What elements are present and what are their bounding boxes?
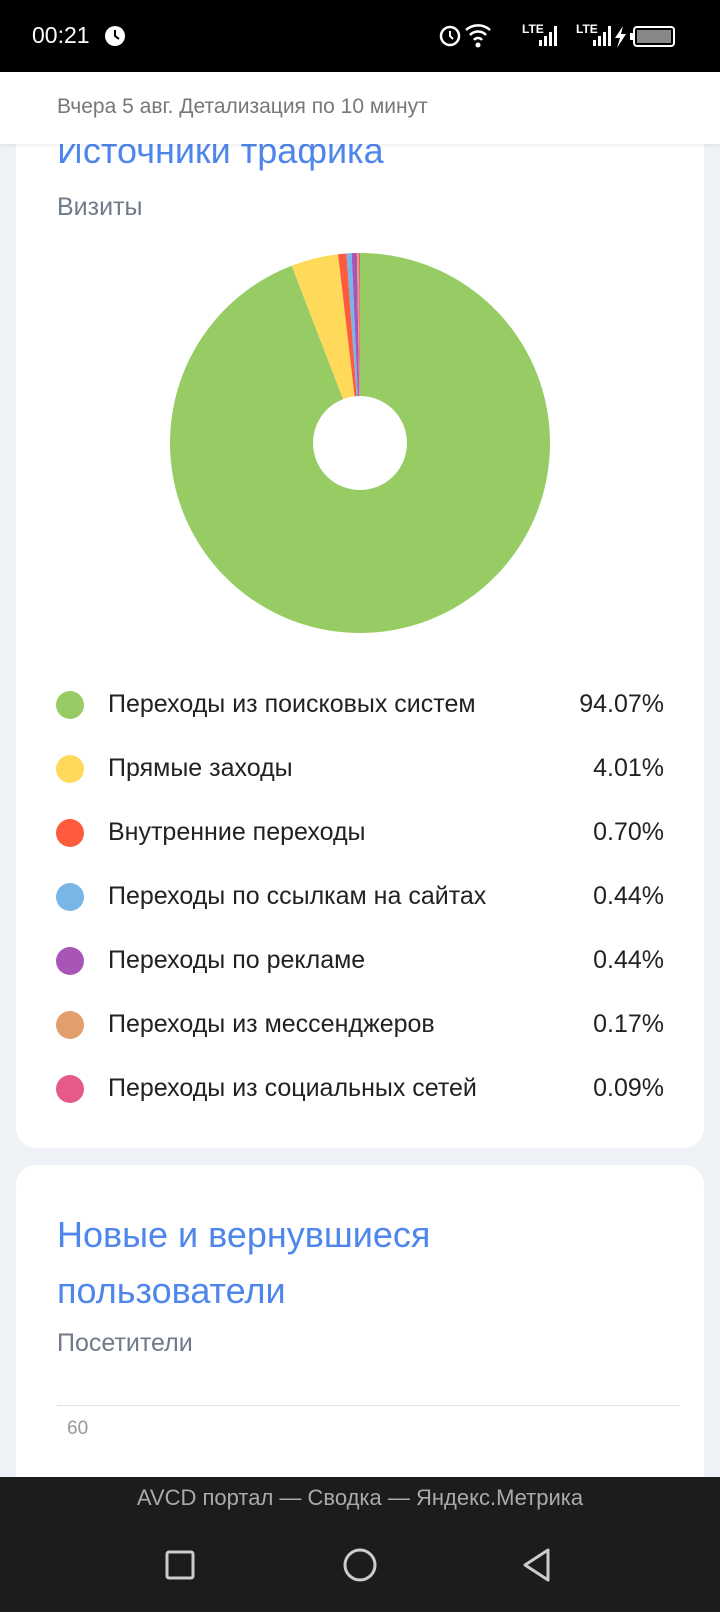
legend-label: Переходы по рекламе (108, 946, 366, 974)
home-button[interactable] (343, 1548, 377, 1582)
pie-slice (358, 253, 360, 443)
network-label: LTE (522, 22, 544, 36)
status-bar: 00:21 LTE LTE (0, 0, 720, 72)
signal-battery-icons (539, 26, 675, 48)
value-label: 0.17% (593, 1010, 664, 1038)
legend-marker (56, 883, 84, 911)
legend-label: Переходы по ссылкам на сайтах (108, 882, 487, 910)
card-subtitle: Визиты (57, 193, 143, 221)
card-title: Новые и вернувшиеся пользователи (57, 1214, 431, 1311)
header: Вчера 5 авг. Детализация по 10 минут (0, 72, 720, 144)
header-title: Вчера 5 авг. Детализация по 10 минут (57, 95, 428, 118)
alarm-wifi-icons (439, 24, 491, 48)
pie-slice (356, 253, 360, 443)
grid-line (57, 1405, 680, 1406)
legend-marker (56, 1011, 84, 1039)
legend-label: Переходы из поисковых систем (108, 690, 476, 718)
recents-button[interactable] (165, 1550, 195, 1580)
network-label: LTE (576, 22, 598, 36)
nav-buttons (165, 1548, 550, 1582)
pie-slice (338, 253, 360, 443)
alarm-icon (105, 26, 125, 46)
legend-marker (56, 819, 84, 847)
legend-marker (56, 947, 84, 975)
legend-label: Переходы из социальных сетей (108, 1074, 477, 1102)
clock: 00:21 (32, 22, 90, 48)
page-title: AVCD портал — Сводка — Яндекс.Метрика (136, 1485, 584, 1510)
legend-label: Прямые заходы (108, 754, 293, 782)
users-card: Новые и вернувшиеся пользователи Посетит… (16, 1165, 704, 1495)
legend-marker (56, 691, 84, 719)
value-label: 94.07% (579, 690, 664, 718)
legend-label: Переходы из мессенджеров (108, 1010, 435, 1038)
pie-slice (346, 253, 360, 443)
legend-marker (56, 1075, 84, 1103)
value-label: 0.44% (593, 946, 664, 974)
donut-hole (313, 396, 407, 490)
legend-label: Внутренние переходы (108, 818, 366, 846)
y-tick-label: 60 (67, 1418, 89, 1439)
legend-marker (56, 755, 84, 783)
back-button[interactable] (523, 1548, 550, 1582)
value-label: 0.70% (593, 818, 664, 846)
value-label: 4.01% (593, 754, 664, 782)
pie-slice (351, 253, 360, 443)
value-label: 0.09% (593, 1074, 664, 1102)
pie-chart (170, 253, 551, 633)
value-label: 0.44% (593, 882, 664, 910)
bottom-bar: AVCD портал — Сводка — Яндекс.Метрика (0, 1477, 720, 1612)
pie-slice (291, 254, 360, 443)
card-subtitle: Посетители (57, 1329, 193, 1357)
